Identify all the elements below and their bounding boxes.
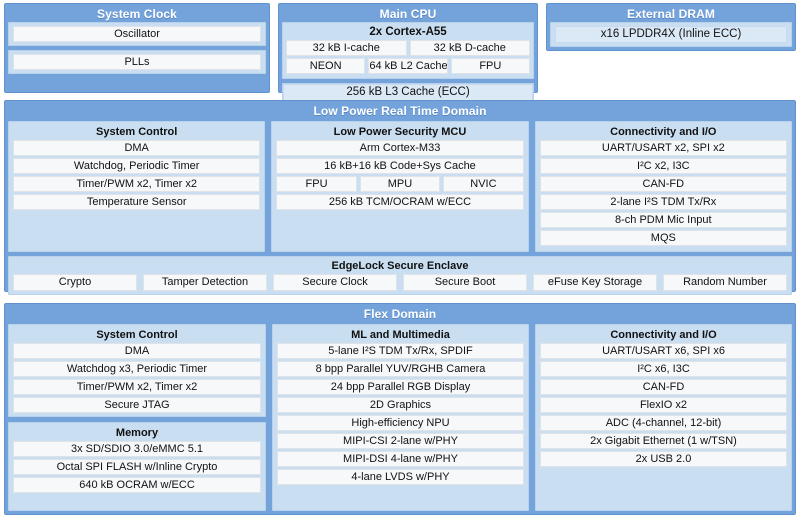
list-item: FlexIO x2	[540, 397, 787, 413]
block-main-cpu: Main CPU 2x Cortex-A55 32 kB I-cache 32 …	[278, 3, 538, 102]
list-item: 2x USB 2.0	[540, 451, 787, 467]
list-item: Temperature Sensor	[13, 194, 261, 210]
list-item: 8 bpp Parallel YUV/RGHB Camera	[277, 361, 524, 377]
panel-lp-security-mcu: Low Power Security MCU Arm Cortex-M33 16…	[271, 121, 529, 252]
list-item: Watchdog, Periodic Timer	[13, 158, 261, 174]
list-item: 32 kB I-cache	[286, 40, 407, 56]
panel-edgelock-secure-enclave: EdgeLock Secure Enclave Crypto Tamper De…	[8, 256, 792, 295]
list-item: I²C x2, I3C	[539, 158, 787, 174]
block-system-clock: System Clock Oscillator PLLs	[4, 3, 270, 93]
block-title-flex-domain: Flex Domain	[363, 307, 437, 321]
list-item: Crypto	[13, 274, 137, 291]
list-item: DMA	[13, 140, 261, 156]
panel-flex-memory: Memory 3x SD/SDIO 3.0/eMMC 5.1 Octal SPI…	[8, 422, 266, 511]
list-item: MIPI-DSI 4-lane w/PHY	[277, 451, 524, 467]
panel-flex-connectivity: Connectivity and I/O UART/USART x6, SPI …	[535, 324, 792, 511]
list-item: High-efficiency NPU	[277, 415, 524, 431]
list-item: PLLs	[13, 54, 261, 70]
panel-flex-system-control: System Control DMA Watchdog x3, Periodic…	[8, 324, 266, 417]
panel-title-lp-connectivity: Connectivity and I/O	[610, 126, 717, 138]
list-item: 3x SD/SDIO 3.0/eMMC 5.1	[13, 441, 261, 457]
panel-title-cpu-core: 2x Cortex-A55	[369, 26, 447, 38]
panel-title-flex-system-control: System Control	[96, 329, 178, 341]
list-item: Random Number	[663, 274, 787, 291]
panel-title-edgelock-secure-enclave: EdgeLock Secure Enclave	[331, 260, 469, 272]
block-title-main-cpu: Main CPU	[379, 7, 437, 21]
enclave-cell-row: Crypto Tamper Detection Secure Clock Sec…	[13, 274, 787, 291]
panel-filler	[277, 487, 524, 507]
panel-filler	[13, 495, 261, 507]
panel-lp-connectivity: Connectivity and I/O UART/USART x2, SPI …	[534, 121, 792, 252]
panel-title-lp-security-mcu: Low Power Security MCU	[333, 126, 467, 138]
block-flex-domain: Flex Domain System Control DMA Watchdog …	[4, 303, 796, 515]
row-group-mcu-units: FPU MPU NVIC	[276, 176, 524, 192]
list-item: 4-lane LVDS w/PHY	[277, 469, 524, 485]
list-item: Secure Clock	[273, 274, 397, 291]
list-item: 24 bpp Parallel RGB Display	[277, 379, 524, 395]
list-item: x16 LPDDR4X (Inline ECC)	[555, 26, 787, 43]
list-item: UART/USART x6, SPI x6	[540, 343, 787, 359]
list-item: Timer/PWM x2, Timer x2	[13, 379, 261, 395]
list-item: CAN-FD	[540, 379, 787, 395]
list-item: 256 kB TCM/OCRAM w/ECC	[276, 194, 524, 210]
panel-flex-ml-multimedia: ML and Multimedia 5-lane I²S TDM Tx/Rx, …	[272, 324, 529, 511]
list-item: FPU	[450, 58, 530, 74]
list-item: I²C x6, I3C	[540, 361, 787, 377]
top-band: System Clock Oscillator PLLs Main CPU 2x…	[4, 3, 796, 102]
list-item: MIPI-CSI 2-lane w/PHY	[277, 433, 524, 449]
panel-title-flex-ml-multimedia: ML and Multimedia	[351, 329, 450, 341]
list-item: MQS	[539, 230, 787, 246]
low-power-columns: System Control DMA Watchdog, Periodic Ti…	[8, 121, 792, 252]
list-item: 2-lane I²S TDM Tx/Rx	[539, 194, 787, 210]
row-group-cpu-caches: 32 kB I-cache 32 kB D-cache	[286, 40, 530, 56]
flex-left-column: System Control DMA Watchdog x3, Periodic…	[8, 324, 266, 511]
list-item: UART/USART x2, SPI x2	[539, 140, 787, 156]
panel-title-flex-memory: Memory	[115, 427, 159, 439]
panel-title-flex-connectivity: Connectivity and I/O	[610, 329, 717, 341]
row-group-cpu-units: NEON 64 kB L2 Cache FPU	[286, 58, 530, 74]
list-item: Timer/PWM x2, Timer x2	[13, 176, 261, 192]
block-title-low-power-domain: Low Power Real Time Domain	[313, 104, 487, 118]
block-title-external-dram: External DRAM	[627, 7, 715, 21]
list-item: 5-lane I²S TDM Tx/Rx, SPDIF	[277, 343, 524, 359]
list-item: eFuse Key Storage	[533, 274, 657, 291]
panel-title-lp-system-control: System Control	[96, 126, 178, 138]
list-item: Octal SPI FLASH w/Inline Crypto	[13, 459, 261, 475]
list-item: 64 kB L2 Cache	[368, 58, 448, 74]
list-item: Watchdog x3, Periodic Timer	[13, 361, 261, 377]
list-item: Arm Cortex-M33	[276, 140, 524, 156]
list-item: 256 kB L3 Cache (ECC)	[283, 84, 533, 101]
panel-system-clock-oscillator: Oscillator	[8, 22, 266, 46]
list-item: 16 kB+16 kB Code+Sys Cache	[276, 158, 524, 174]
list-item: Oscillator	[13, 26, 261, 42]
list-item: NVIC	[443, 176, 524, 192]
list-item: 8-ch PDM Mic Input	[539, 212, 787, 228]
list-item: MPU	[359, 176, 441, 192]
list-item: NEON	[286, 58, 366, 74]
list-item: ADC (4-channel, 12-bit)	[540, 415, 787, 431]
panel-system-clock-plls: PLLs	[8, 50, 266, 74]
block-external-dram: External DRAM x16 LPDDR4X (Inline ECC)	[546, 3, 796, 51]
block-low-power-real-time-domain: Low Power Real Time Domain System Contro…	[4, 100, 796, 295]
list-item: 32 kB D-cache	[409, 40, 530, 56]
panel-external-dram: x16 LPDDR4X (Inline ECC)	[550, 22, 792, 47]
list-item: 640 kB OCRAM w/ECC	[13, 477, 261, 493]
list-item: FPU	[276, 176, 357, 192]
panel-filler	[13, 212, 260, 248]
list-item: DMA	[13, 343, 261, 359]
list-item: 2D Graphics	[277, 397, 524, 413]
panel-lp-system-control: System Control DMA Watchdog, Periodic Ti…	[8, 121, 266, 252]
flex-domain-columns: System Control DMA Watchdog x3, Periodic…	[8, 324, 792, 511]
list-item: CAN-FD	[539, 176, 787, 192]
list-item: Tamper Detection	[143, 274, 267, 291]
list-item: Secure Boot	[403, 274, 527, 291]
panel-cpu-core: 2x Cortex-A55 32 kB I-cache 32 kB D-cach…	[282, 22, 534, 79]
block-title-system-clock: System Clock	[97, 7, 177, 21]
panel-filler	[276, 212, 523, 248]
list-item: Secure JTAG	[13, 397, 261, 413]
list-item: 2x Gigabit Ethernet (1 w/TSN)	[540, 433, 787, 449]
panel-filler	[540, 469, 787, 507]
